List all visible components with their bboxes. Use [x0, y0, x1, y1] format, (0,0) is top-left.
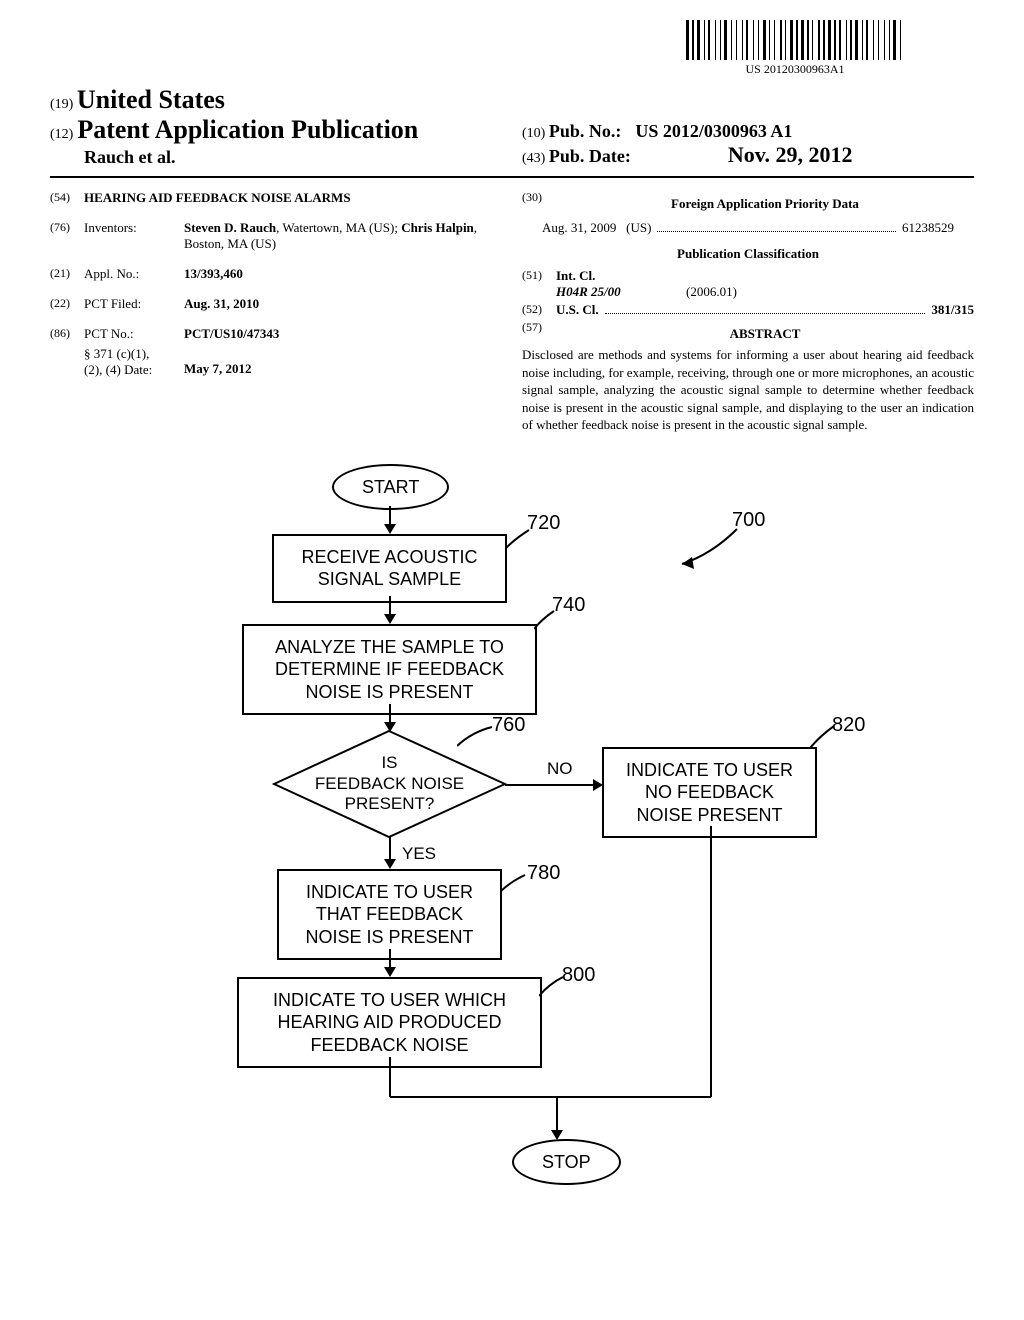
authors: Rauch et al. [50, 147, 502, 168]
int-cl-label: Int. Cl. [556, 268, 974, 284]
header: (19) United States (12) Patent Applicati… [50, 85, 974, 178]
int-cl-row: (51) Int. Cl. H04R 25/00 (2006.01) [522, 268, 974, 300]
patent-title: HEARING AID FEEDBACK NOISE ALARMS [84, 190, 351, 206]
barcode [686, 20, 904, 60]
code-52: (52) [522, 302, 556, 318]
leader-720 [504, 526, 534, 556]
us-cl-label: U.S. Cl. [556, 302, 599, 318]
pct-no: PCT/US10/47343 [184, 326, 502, 342]
pct-filed-label: PCT Filed: [84, 296, 184, 312]
leader-780 [500, 872, 530, 897]
step-740: ANALYZE THE SAMPLE TO DETERMINE IF FEEDB… [242, 624, 537, 716]
pub-no: US 2012/0300963 A1 [635, 121, 792, 141]
code-19: (19) [50, 97, 73, 112]
step-780: INDICATE TO USER THAT FEEDBACK NOISE IS … [277, 869, 502, 961]
code-22: (22) [50, 296, 84, 311]
pct-filed-row: (22) PCT Filed: Aug. 31, 2010 [50, 296, 502, 312]
leader-760 [457, 724, 497, 749]
stop-node: STOP [512, 1139, 621, 1186]
sec371-date: May 7, 2012 [184, 346, 502, 377]
pub-date-label: Pub. Date: [549, 146, 631, 166]
arrow-760-820 [505, 778, 605, 792]
inventors-label: Inventors: [84, 220, 184, 236]
classification-heading: Publication Classification [522, 246, 974, 262]
branch-no: NO [547, 759, 573, 779]
inventors-row: (76) Inventors: Steven D. Rauch, Waterto… [50, 220, 502, 252]
pct-filed: Aug. 31, 2010 [184, 296, 502, 312]
step-720: RECEIVE ACOUSTIC SIGNAL SAMPLE [272, 534, 507, 603]
barcode-area: US 20120300963A1 [686, 20, 904, 77]
priority-section: (30) Foreign Application Priority Data A… [522, 190, 974, 236]
bibliographic-section: (54) HEARING AID FEEDBACK NOISE ALARMS (… [50, 190, 974, 434]
left-column: (54) HEARING AID FEEDBACK NOISE ALARMS (… [50, 190, 502, 434]
header-right: (10) Pub. No.: US 2012/0300963 A1 (43) P… [502, 121, 974, 168]
sec371-row: § 371 (c)(1), (2), (4) Date: May 7, 2012 [50, 346, 502, 378]
code-30: (30) [522, 190, 556, 218]
pub-date-line: (43) Pub. Date: Nov. 29, 2012 [522, 142, 974, 168]
appl-no: 13/393,460 [184, 266, 502, 282]
country-line: (19) United States [50, 85, 502, 115]
code-12: (12) [50, 127, 73, 142]
code-10: (10) [522, 126, 545, 141]
line-820-down [703, 826, 719, 1101]
int-cl-symbol: H04R 25/00 [556, 284, 686, 300]
country: United States [77, 85, 225, 114]
code-86: (86) [50, 326, 84, 341]
priority-row: Aug. 31, 2009 (US) 61238529 [542, 220, 954, 236]
priority-num: 61238529 [902, 220, 954, 236]
appl-no-label: Appl. No.: [84, 266, 184, 282]
step-820: INDICATE TO USER NO FEEDBACK NOISE PRESE… [602, 747, 817, 839]
priority-country: (US) [626, 220, 651, 236]
inventor-2: Chris Halpin [401, 220, 474, 235]
sec371-label: § 371 (c)(1), (2), (4) Date: [84, 346, 184, 378]
leader-740 [534, 609, 559, 634]
appl-no-row: (21) Appl. No.: 13/393,460 [50, 266, 502, 282]
abstract-header-row: (57) ABSTRACT [522, 320, 974, 342]
header-left: (19) United States (12) Patent Applicati… [50, 85, 502, 168]
leader-820 [810, 724, 840, 754]
arrow-700 [672, 524, 752, 574]
branch-yes: YES [402, 844, 436, 864]
pct-no-label: PCT No.: [84, 326, 184, 342]
abstract-text: Disclosed are methods and systems for in… [522, 346, 974, 434]
label-800: 800 [562, 964, 595, 987]
pub-no-line: (10) Pub. No.: US 2012/0300963 A1 [522, 121, 974, 142]
arrow-start-720 [382, 506, 398, 536]
leader-800 [539, 974, 567, 999]
priority-dots [657, 220, 896, 232]
code-51: (51) [522, 268, 556, 300]
code-54: (54) [50, 190, 84, 205]
step-800: INDICATE TO USER WHICH HEARING AID PRODU… [237, 977, 542, 1069]
code-21: (21) [50, 266, 84, 281]
us-cl-value: 381/315 [931, 302, 974, 318]
abstract-heading: ABSTRACT [556, 326, 974, 342]
doc-type: Patent Application Publication [77, 115, 418, 144]
flowchart: 700 START RECEIVE ACOUSTIC SIGNAL SAMPLE… [132, 464, 892, 1224]
pub-date: Nov. 29, 2012 [728, 142, 853, 167]
start-node: START [332, 464, 449, 511]
us-cl-row: (52) U.S. Cl. 381/315 [522, 302, 974, 318]
priority-heading: Foreign Application Priority Data [556, 196, 974, 212]
us-cl-dots [605, 302, 926, 314]
inventors-value: Steven D. Rauch, Watertown, MA (US); Chr… [184, 220, 502, 252]
right-column: (30) Foreign Application Priority Data A… [522, 190, 974, 434]
arrow-720-740 [382, 596, 398, 626]
priority-date: Aug. 31, 2009 [542, 220, 616, 236]
code-57: (57) [522, 320, 556, 342]
label-780: 780 [527, 862, 560, 885]
doc-type-line: (12) Patent Application Publication [50, 115, 502, 145]
inventor-1: Steven D. Rauch [184, 220, 276, 235]
arrow-760-780 [382, 837, 398, 871]
patent-page: US 20120300963A1 (19) United States (12)… [0, 0, 1024, 1254]
pct-no-row: (86) PCT No.: PCT/US10/47343 [50, 326, 502, 342]
line-820-merge [553, 1093, 715, 1103]
code-43: (43) [522, 151, 545, 166]
arrow-780-800 [382, 949, 398, 979]
int-cl-date: (2006.01) [686, 284, 737, 300]
code-76: (76) [50, 220, 84, 235]
pub-no-label: Pub. No.: [549, 121, 622, 141]
label-760: 760 [492, 714, 525, 737]
barcode-number: US 20120300963A1 [686, 62, 904, 77]
title-row: (54) HEARING AID FEEDBACK NOISE ALARMS [50, 190, 502, 206]
